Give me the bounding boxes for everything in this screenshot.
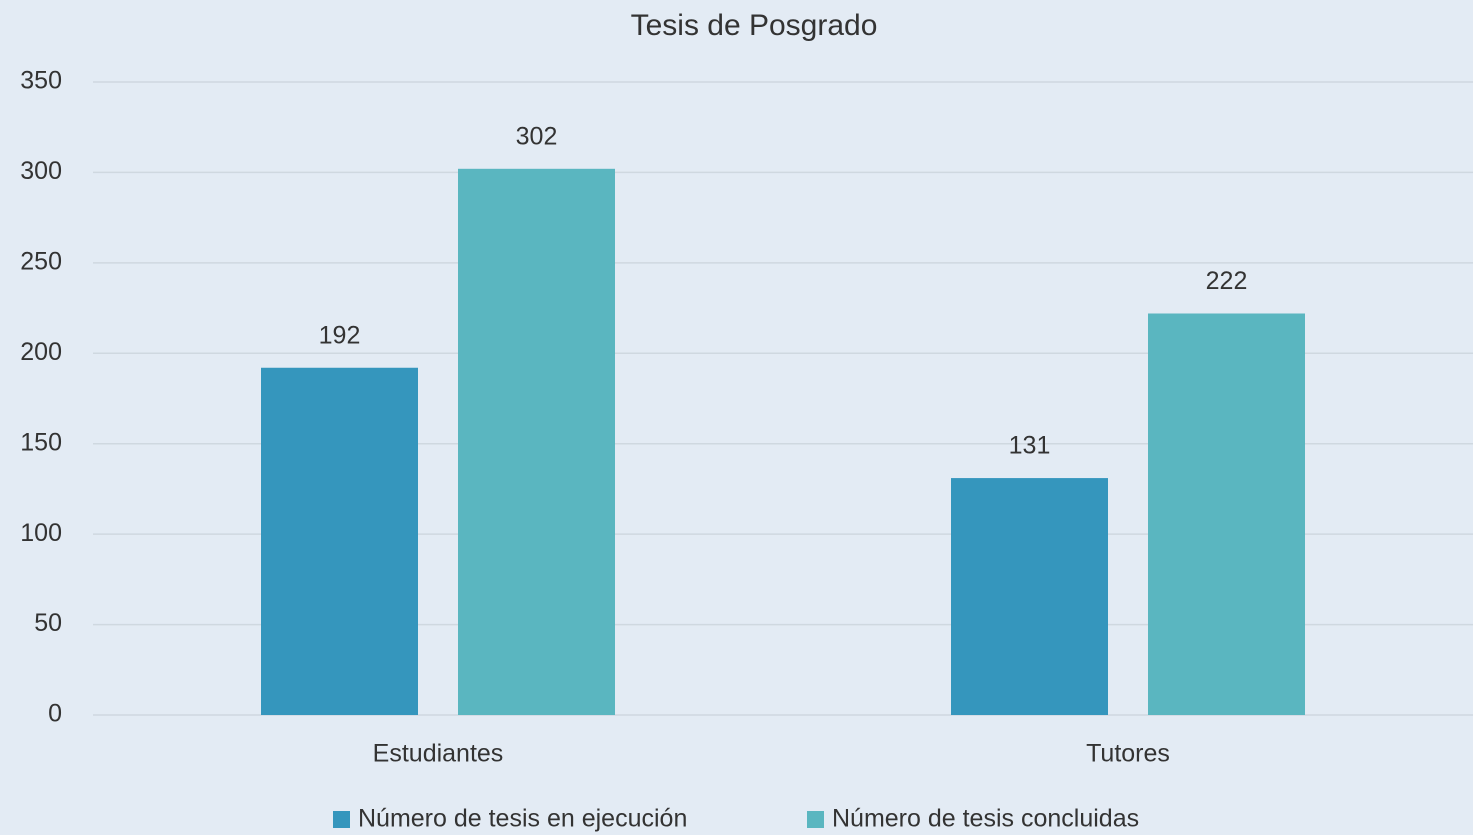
chart-title: Tesis de Posgrado [631, 9, 878, 42]
y-tick-label: 0 [48, 700, 62, 728]
data-label: 192 [319, 321, 361, 349]
y-tick-label: 250 [20, 247, 62, 275]
y-tick-label: 350 [20, 67, 62, 95]
legend-swatch [807, 811, 824, 828]
y-tick-label: 150 [20, 428, 62, 456]
data-label: 302 [516, 122, 558, 150]
bar [261, 367, 418, 715]
legend-label: Número de tesis concluidas [832, 805, 1139, 833]
bar [951, 478, 1108, 715]
legend-label: Número de tesis en ejecución [358, 805, 687, 833]
bar [1148, 313, 1305, 715]
y-tick-label: 50 [34, 609, 62, 637]
data-label: 131 [1009, 432, 1051, 460]
x-tick-label: Tutores [1086, 740, 1170, 768]
legend-swatch [333, 811, 350, 828]
bar [458, 168, 615, 716]
y-tick-label: 100 [20, 519, 62, 547]
data-label: 222 [1206, 267, 1248, 295]
x-tick-label: Estudiantes [373, 740, 504, 768]
y-tick-label: 200 [20, 338, 62, 366]
y-tick-label: 300 [20, 157, 62, 185]
